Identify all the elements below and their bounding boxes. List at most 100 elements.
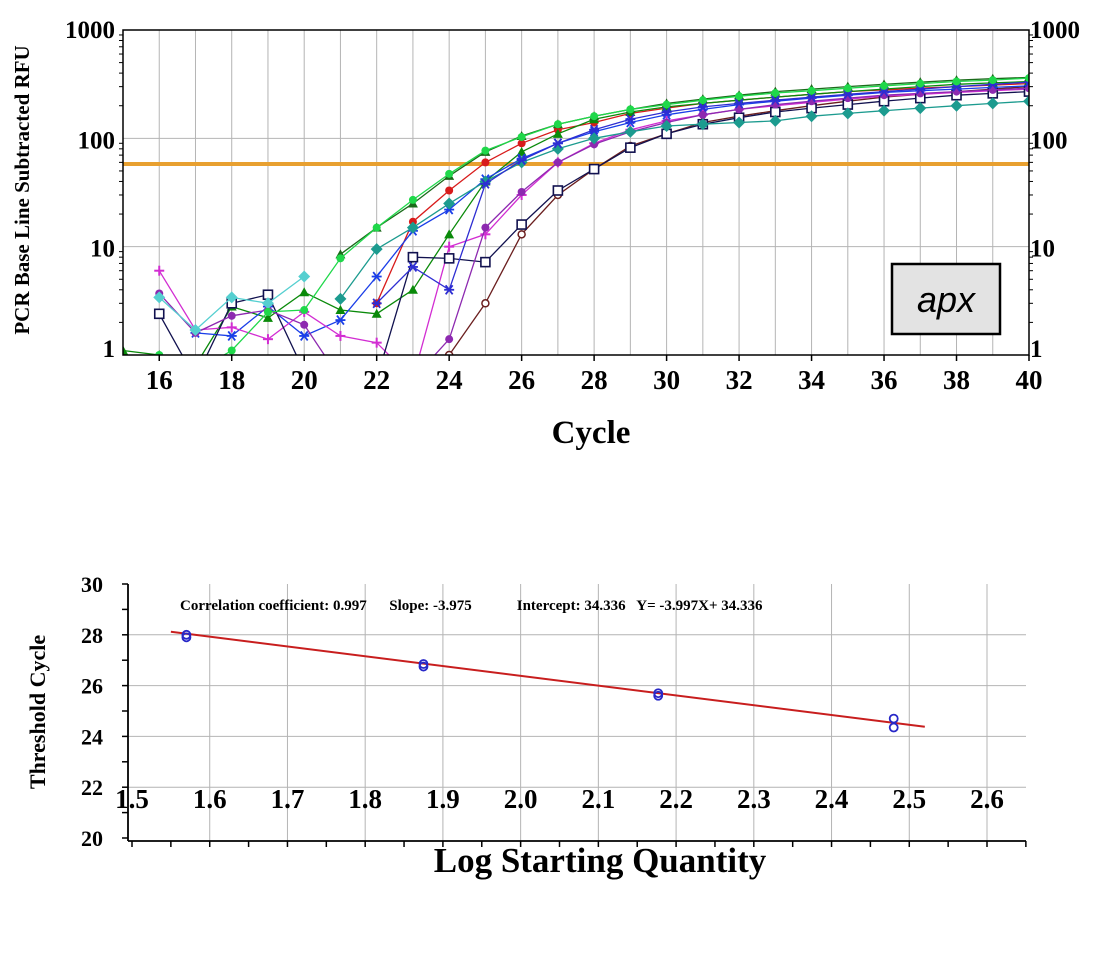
series-line <box>195 85 1029 337</box>
x-tick-label: 2.6 <box>970 784 1004 814</box>
marker-diamond <box>334 292 347 305</box>
marker-dot <box>626 105 635 114</box>
marker-asterisk <box>771 95 780 106</box>
marker-dot <box>445 169 454 178</box>
marker-dot <box>300 306 309 315</box>
series-line <box>339 100 1029 300</box>
marker-square <box>1023 86 1029 97</box>
y-tick-label: 28 <box>81 623 103 648</box>
marker-asterisk <box>481 178 490 189</box>
marker-diamond <box>733 116 746 129</box>
x-tick-label: 32 <box>726 365 753 395</box>
marker-dot <box>227 311 236 320</box>
marker-triangle <box>371 308 382 318</box>
marker-diamond <box>624 125 637 138</box>
marker-circle <box>481 299 490 308</box>
marker-triangle <box>262 312 273 322</box>
marker-dot <box>952 77 961 86</box>
gene-label-box: apx <box>890 262 1002 336</box>
y-tick-label: 24 <box>81 724 103 749</box>
x-tick-label: 16 <box>146 365 173 395</box>
marker-diamond <box>588 132 601 145</box>
marker-dot <box>481 158 490 167</box>
marker-diamond <box>298 270 311 283</box>
marker-dot <box>300 320 309 329</box>
y-tick-label: 30 <box>81 572 103 597</box>
standard-point <box>888 722 899 733</box>
marker-dot <box>662 100 671 109</box>
marker-dot <box>481 223 490 232</box>
series-line <box>123 80 1029 355</box>
y-tick-label: 22 <box>81 775 103 800</box>
marker-diamond <box>986 97 999 110</box>
marker-asterisk <box>553 138 563 149</box>
x-axis-title: Cycle <box>552 415 631 451</box>
marker-triangle <box>444 229 455 239</box>
standard-curve-axes: 20 22 24 26 28 30 1.5 1.6 1.7 1.8 1.9 2.0 2.1 2.2 2.3 2… <box>81 572 1027 851</box>
regression-line <box>170 630 925 728</box>
standard-points <box>181 629 899 733</box>
marker-dot <box>517 187 526 196</box>
marker-asterisk <box>408 261 418 272</box>
x-tick-label: 30 <box>653 365 680 395</box>
marker-square <box>516 219 527 230</box>
marker-square <box>480 256 491 268</box>
marker-dot <box>590 112 599 121</box>
x-tick-label: 38 <box>943 365 970 395</box>
marker-square <box>588 163 600 175</box>
marker-dot <box>590 140 599 149</box>
marker-dot <box>880 81 889 90</box>
marker-dot <box>155 351 164 355</box>
marker-dot <box>553 120 562 129</box>
marker-triangle <box>299 287 310 297</box>
marker-diamond <box>1023 95 1029 108</box>
x-tick-label: 18 <box>218 365 245 395</box>
marker-dot <box>1025 74 1029 83</box>
x-tick-label: 24 <box>436 365 463 395</box>
marker-asterisk <box>807 92 816 103</box>
x-axis-title-2: Log Starting Quantity <box>434 841 767 880</box>
x-tick-label: 20 <box>291 365 318 395</box>
x-tick-label: 26 <box>508 365 535 395</box>
marker-square <box>153 308 165 320</box>
marker-diamond <box>841 107 854 120</box>
marker-asterisk <box>336 315 345 326</box>
regression-annotation: Correlation coefficient: 0.997 Slope: -3… <box>180 598 763 614</box>
marker-diamond <box>950 99 963 112</box>
amplification-series <box>371 77 1029 309</box>
marker-diamond <box>153 291 166 304</box>
x-tick-label: 1.5 <box>115 784 149 814</box>
marker-diamond <box>189 324 202 337</box>
marker-diamond <box>660 119 673 132</box>
marker-diamond <box>261 297 274 310</box>
marker-dot <box>445 186 454 195</box>
marker-asterisk <box>698 101 708 112</box>
marker-diamond <box>443 197 456 210</box>
marker-dot <box>916 79 925 88</box>
x-tick-label: 1.8 <box>348 784 382 814</box>
x-tick-label: 36 <box>871 365 898 395</box>
x-tick-label: 1.6 <box>193 784 227 814</box>
marker-dot <box>553 158 562 167</box>
marker-square <box>552 185 564 196</box>
standard-point <box>888 713 899 724</box>
marker-square <box>407 251 419 263</box>
marker-dot <box>336 254 345 263</box>
amplification-series <box>153 270 311 337</box>
marker-asterisk <box>372 298 381 309</box>
standard-point <box>653 690 664 701</box>
marker-dot <box>408 195 417 204</box>
marker-diamond <box>370 243 383 256</box>
standard-curve-grid <box>128 584 1026 841</box>
marker-dot <box>735 92 744 101</box>
marker-triangle <box>552 128 563 138</box>
marker-dot <box>698 96 707 105</box>
x-tick-label: 2.4 <box>815 784 849 814</box>
marker-square <box>443 253 455 264</box>
x-tick-label: 2.0 <box>504 784 538 814</box>
marker-dot <box>372 223 381 232</box>
x-tick-label: 34 <box>798 365 825 395</box>
gene-label: apx <box>917 279 977 320</box>
x-tick-label: 28 <box>581 365 608 395</box>
x-tick-label: 2.2 <box>659 784 693 814</box>
